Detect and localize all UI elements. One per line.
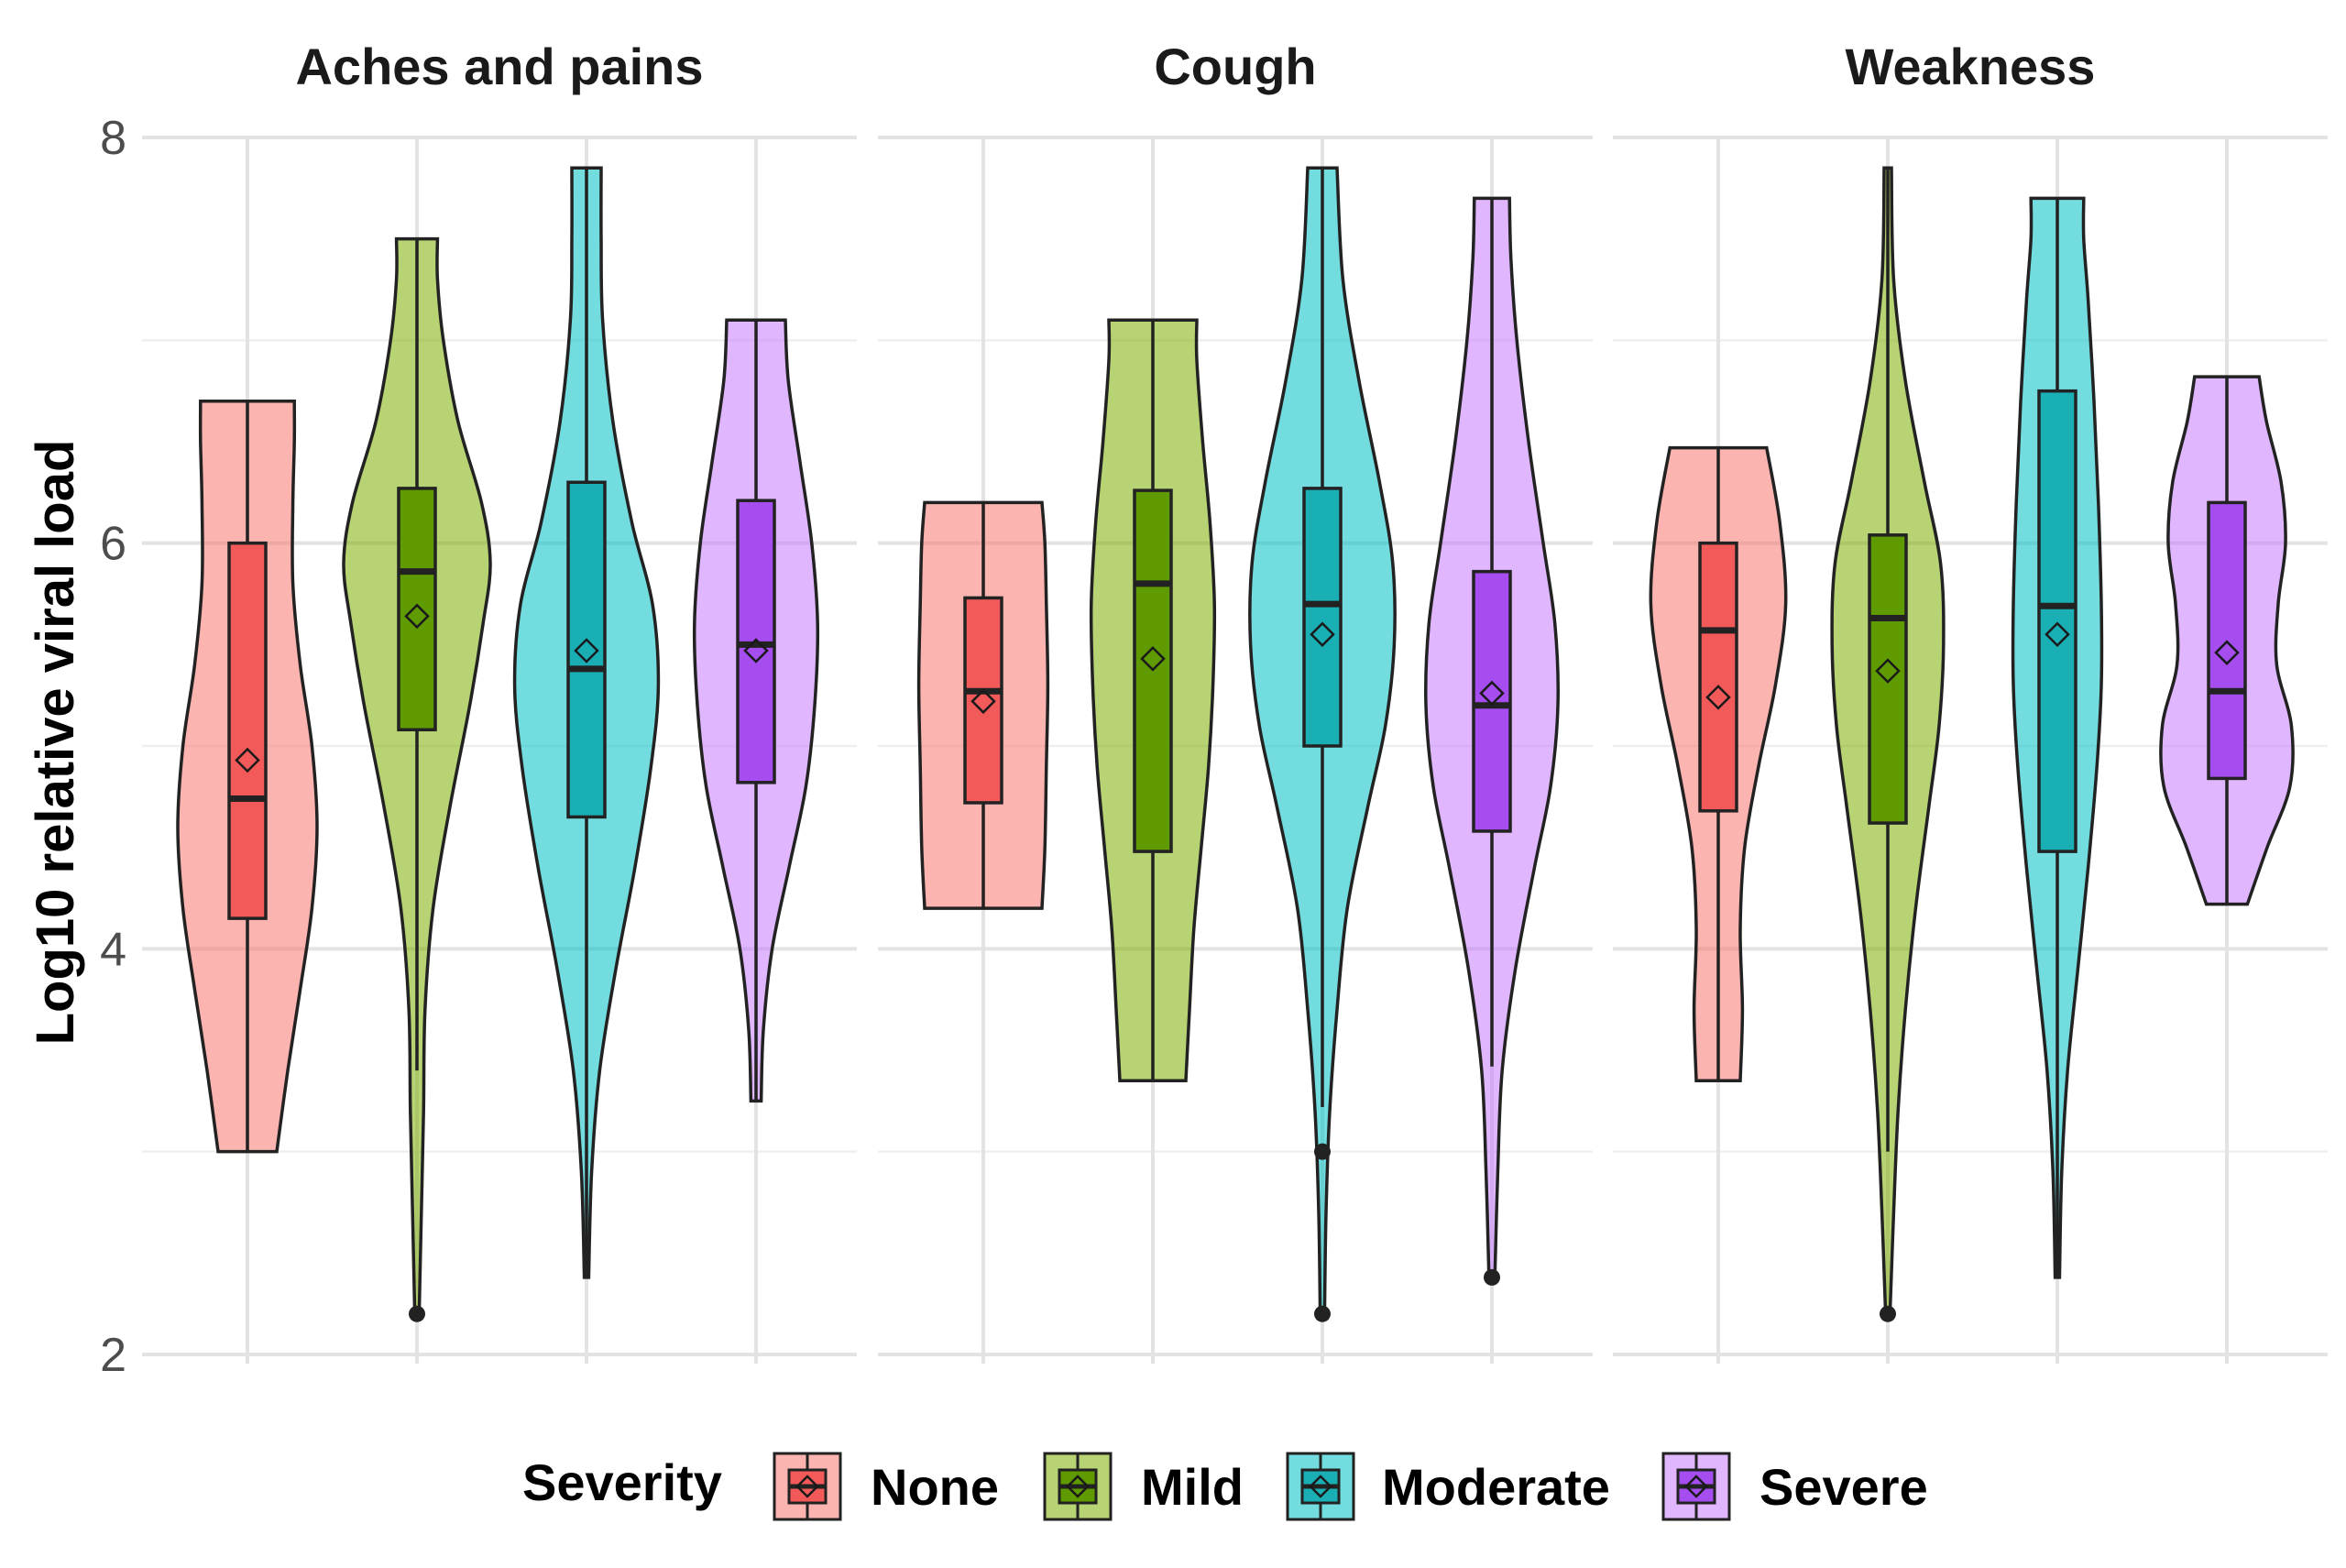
legend-label: Severe	[1760, 1458, 1928, 1516]
legend-mean-marker	[1066, 1475, 1090, 1498]
legend-key-moderate	[1286, 1452, 1355, 1521]
mean-marker	[404, 603, 430, 630]
mean-marker	[1875, 658, 1901, 684]
box	[2037, 389, 2077, 853]
mean-marker	[1140, 646, 1166, 672]
mean-marker	[1310, 621, 1335, 648]
facet-title: Cough	[1154, 38, 1316, 95]
mean-marker	[970, 688, 996, 715]
y-axis-title: Log10 relative viral load	[26, 440, 85, 1046]
legend-key-mild	[1043, 1452, 1113, 1521]
mean-marker	[2045, 621, 2070, 648]
facet-title: Aches and pains	[295, 38, 703, 95]
box	[1302, 487, 1343, 748]
legend-title: Severity	[522, 1453, 722, 1511]
text-layer: Log10 relative viral load Severity Aches…	[26, 38, 2095, 1511]
box	[566, 480, 607, 819]
mean-marker	[1479, 680, 1505, 707]
outlier-point	[1880, 1305, 1896, 1322]
mean-marker	[574, 638, 599, 663]
legend-label: Moderate	[1382, 1458, 1610, 1516]
outlier-point	[1314, 1143, 1331, 1160]
legend: None Mild Moderate Severe	[773, 1452, 1928, 1521]
y-tick-label: 6	[100, 518, 126, 571]
legend-label: Mild	[1141, 1458, 1244, 1516]
box	[397, 487, 437, 732]
box	[227, 541, 268, 920]
legend-key-none	[773, 1452, 842, 1521]
box	[1698, 541, 1738, 813]
y-tick-label: 8	[100, 112, 126, 165]
mean-marker	[2214, 640, 2240, 665]
mean-marker	[743, 638, 769, 663]
legend-key-severe	[1661, 1452, 1731, 1521]
box	[1868, 533, 1908, 825]
outlier-point	[409, 1305, 425, 1322]
box	[963, 596, 1003, 805]
facet-title: Weakness	[1846, 38, 2096, 95]
legend-label: None	[871, 1458, 999, 1516]
mean-marker	[1705, 685, 1731, 710]
mean-marker	[235, 747, 260, 773]
box	[1472, 569, 1512, 833]
legend-mean-marker	[795, 1475, 819, 1498]
y-tick-label: 2	[100, 1329, 126, 1382]
box-layer	[227, 168, 2247, 1322]
legend-mean-marker	[1309, 1475, 1332, 1498]
legend-mean-marker	[1684, 1475, 1708, 1498]
outlier-point	[1314, 1305, 1331, 1322]
outlier-point	[1484, 1268, 1500, 1286]
y-tick-label: 4	[100, 923, 126, 976]
